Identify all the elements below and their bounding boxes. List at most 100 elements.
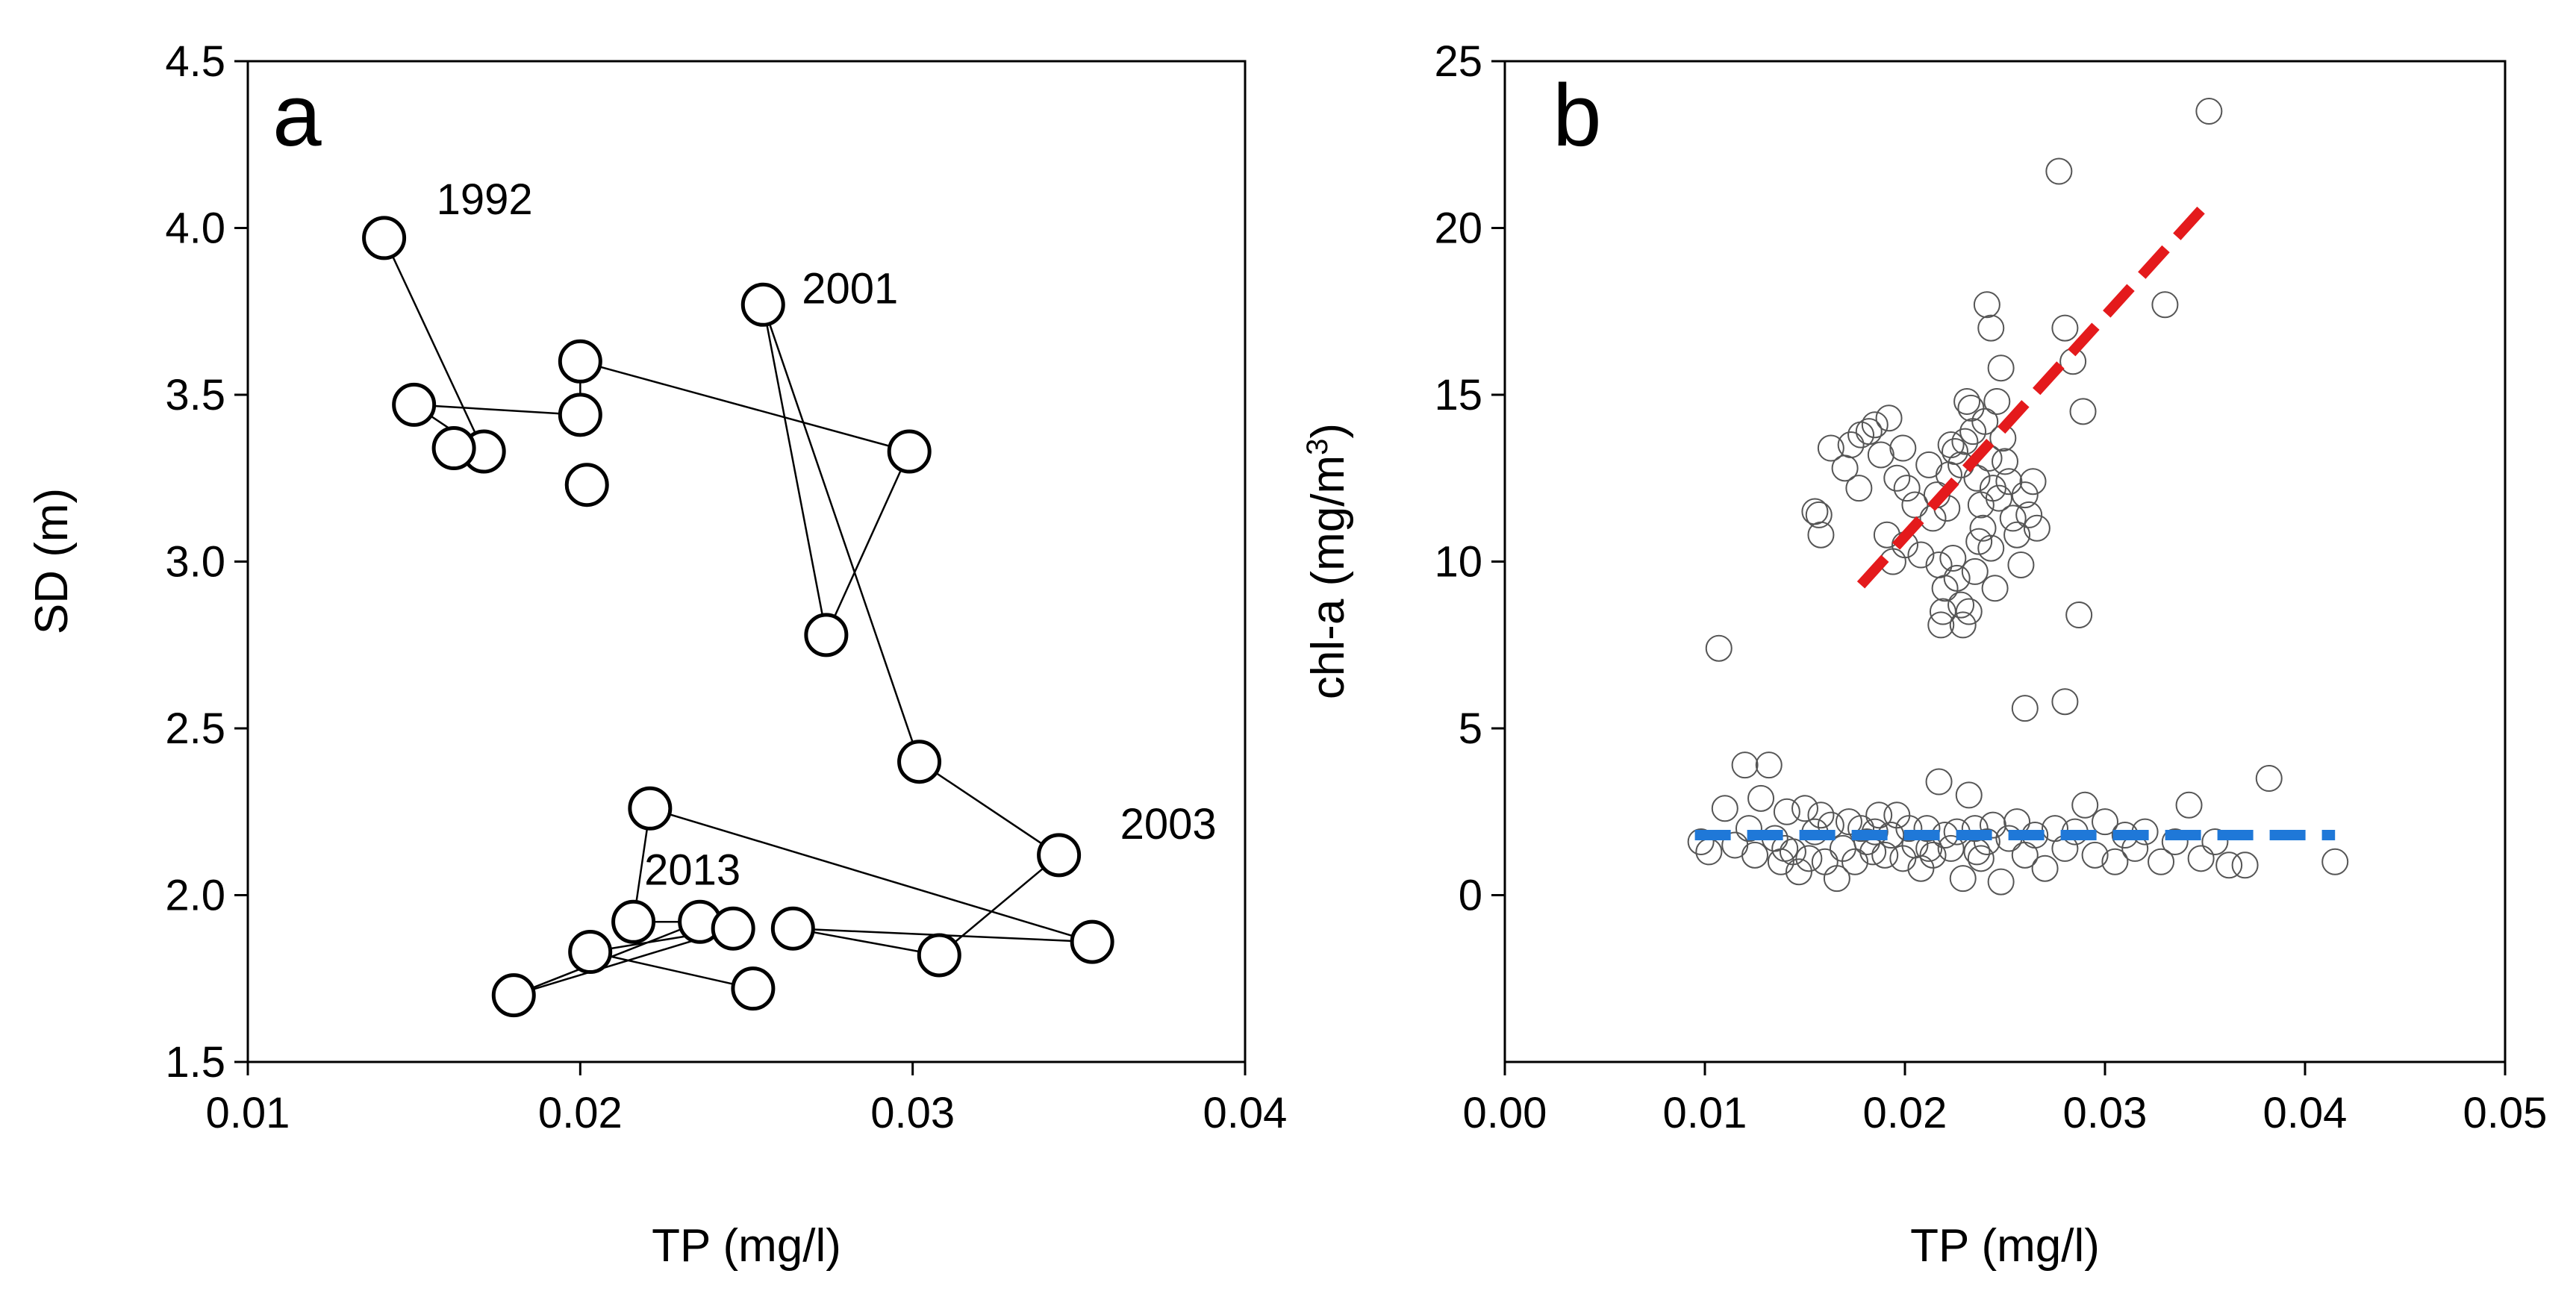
data-point — [1687, 828, 1715, 855]
data-point — [1755, 752, 1783, 779]
panel-a-x-tick-label: 0.04 — [1203, 1089, 1288, 1137]
panel-b-plot-frame — [1503, 60, 2507, 1063]
data-point — [1919, 841, 1947, 869]
data-point — [1949, 611, 1977, 639]
panel-b-x-tick-label: 0.05 — [2463, 1089, 2548, 1137]
data-point — [1951, 428, 1979, 455]
data-point — [711, 906, 755, 951]
data-point — [740, 282, 785, 327]
data-point — [1705, 634, 1733, 662]
panel-a-y-tick-label: 3.5 — [165, 371, 225, 419]
data-point — [2065, 601, 2093, 629]
panel-a-x-tick-label: 0.01 — [206, 1089, 290, 1137]
data-point — [564, 463, 609, 507]
data-point — [1847, 815, 1875, 843]
connecting-line — [580, 360, 910, 453]
data-point — [1741, 841, 1768, 869]
data-point — [1992, 448, 2018, 475]
data-point — [558, 339, 602, 384]
panel-b-points — [1687, 98, 2349, 896]
panel-a-y-tick-label: 1.5 — [165, 1038, 225, 1087]
panel-a-x-axis-label: TP (mg/l) — [652, 1220, 841, 1272]
data-point — [1963, 838, 1991, 866]
data-point — [2081, 841, 2109, 869]
data-point — [1865, 802, 1893, 829]
data-point — [1961, 557, 1989, 585]
panel-b-x-tick-label: 0.03 — [2063, 1089, 2148, 1137]
panel-a-y-axis-label: SD (m) — [26, 488, 78, 634]
data-point — [1785, 858, 1812, 886]
data-point — [2071, 791, 2099, 819]
data-point — [1949, 865, 1977, 893]
data-point — [1999, 504, 2027, 532]
data-point — [2151, 291, 2179, 319]
data-point — [1791, 795, 1818, 822]
data-point — [897, 740, 942, 784]
data-point — [2195, 98, 2223, 125]
connecting-line — [590, 951, 754, 990]
data-point — [2187, 845, 2215, 872]
data-point — [2321, 848, 2349, 875]
data-point — [887, 429, 932, 474]
data-point — [1977, 314, 2005, 342]
data-point — [2011, 695, 2039, 722]
data-point — [1875, 404, 1903, 432]
panel-a-letter: a — [272, 66, 322, 165]
panel-a-point-labels: 1992 2001 2003 2013 — [437, 175, 1217, 894]
data-point — [1969, 514, 1997, 542]
connecting-line — [793, 927, 940, 957]
data-point — [917, 933, 961, 978]
point-label-2001: 2001 — [802, 264, 898, 313]
panel-a-points — [362, 216, 1114, 1018]
data-point — [1987, 354, 2015, 382]
panel-a-scatter-chart: 0.01 0.02 0.03 0.04 1.5 2.0 2.5 3.0 3.5 4.0 4.5 19… — [26, 37, 1287, 1272]
data-point — [2015, 501, 2043, 528]
data-point — [731, 966, 776, 1011]
data-point — [1805, 501, 1833, 528]
data-point — [1037, 833, 1082, 878]
data-point — [804, 613, 849, 657]
connecting-line — [938, 854, 1060, 956]
data-point — [1845, 475, 1873, 502]
panel-a-y-tick-label: 2.0 — [165, 872, 225, 920]
data-point — [1925, 551, 1953, 578]
data-point — [2031, 854, 2059, 882]
data-point — [1861, 411, 1889, 439]
data-point — [2003, 521, 2031, 549]
panel-b-scatter-chart: 0.00 0.01 0.02 0.03 0.04 0.05 0 5 10 15 20 25 b TP … — [1301, 37, 2547, 1272]
data-point — [2092, 808, 2118, 836]
data-point — [2045, 157, 2073, 185]
data-point — [1773, 798, 1800, 825]
data-point — [1973, 828, 2000, 855]
panel-b-y-axis-label: chl-a (mg/m3) — [1301, 423, 1354, 699]
panel-b-ticks: 0.00 0.01 0.02 0.03 0.04 0.05 0 5 10 15 20 25 — [1434, 37, 2547, 1137]
data-point — [2148, 848, 2175, 875]
data-point — [1937, 834, 1965, 862]
connecting-line — [649, 807, 1093, 943]
panel-b-y-tick-label: 15 — [1434, 371, 1482, 419]
data-point — [2175, 791, 2203, 819]
data-point — [1983, 387, 2011, 415]
data-point — [1953, 387, 1981, 415]
data-point — [1963, 464, 1991, 492]
data-point — [491, 973, 536, 1018]
data-point — [1883, 464, 1911, 492]
panel-a-plot-frame — [246, 60, 1247, 1063]
data-point — [1811, 848, 1839, 875]
panel-b-x-tick-label: 0.02 — [1863, 1089, 1947, 1137]
data-point — [628, 786, 673, 831]
panel-b-y-axis-label-sup: 3 — [1301, 439, 1334, 455]
point-label-2003: 2003 — [1120, 800, 1217, 849]
point-label-1992: 1992 — [437, 175, 533, 224]
data-point — [2201, 828, 2229, 855]
point-label-2013: 2013 — [644, 846, 740, 894]
data-point — [568, 929, 613, 974]
data-point — [1967, 491, 1995, 519]
data-point — [2011, 481, 2039, 509]
data-point — [1987, 868, 2015, 896]
connecting-line — [414, 404, 581, 416]
data-point — [1947, 591, 1975, 619]
data-point — [392, 382, 437, 427]
data-point — [1943, 564, 1971, 592]
data-point — [2069, 398, 2097, 425]
